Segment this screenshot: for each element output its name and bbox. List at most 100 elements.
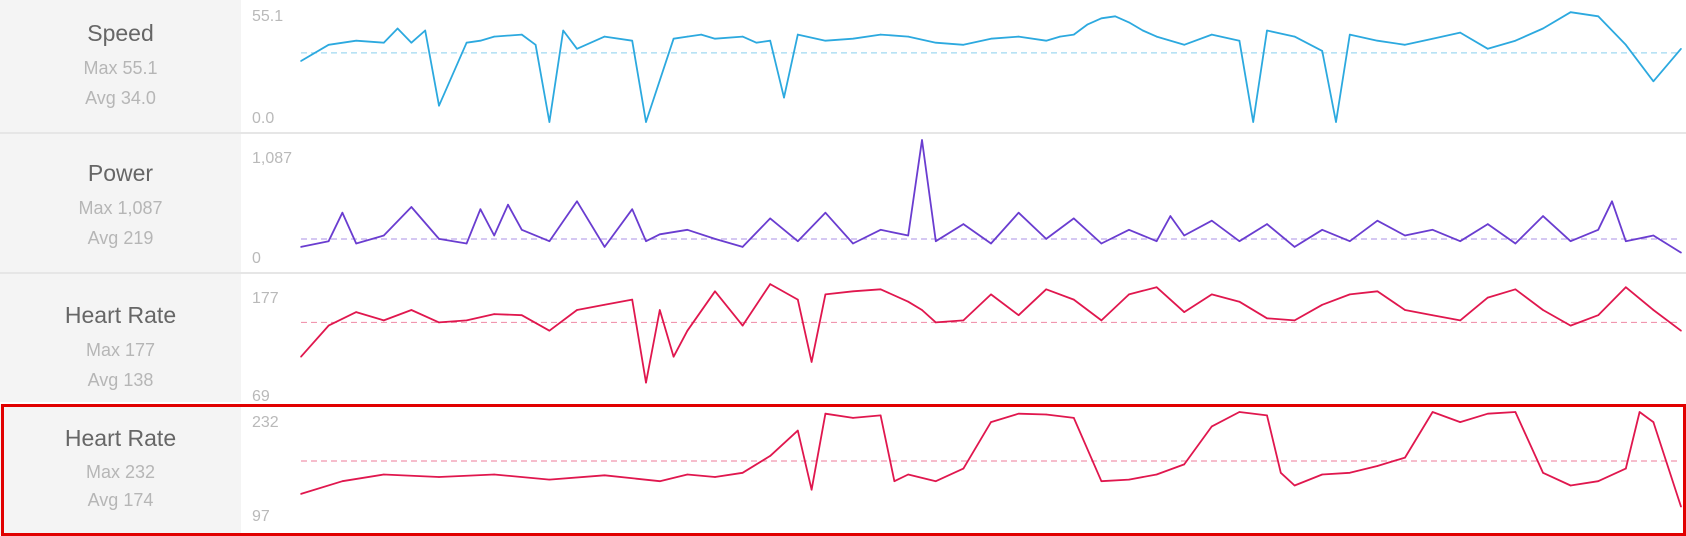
data-point [1155,35,1158,38]
data-point [645,381,647,384]
data-point [1652,421,1655,423]
data-point [1376,290,1379,293]
heart-rate-line-plot[interactable] [241,274,1686,402]
data-point [493,313,495,315]
data-point [783,96,785,99]
data-point [1073,33,1075,36]
data-point [1376,219,1379,222]
data-point [1238,411,1241,413]
data-point [1211,425,1213,428]
speed-line-plot[interactable] [241,0,1686,132]
data-point [465,242,468,245]
data-point [1625,286,1627,288]
metric-row-power[interactable]: Power Max 1,087 Avg 219 1,087 0 [0,134,1686,272]
data-point [1349,293,1351,296]
data-point [935,41,937,44]
data-point [1335,121,1337,123]
data-point [576,48,578,50]
data-point [1625,44,1627,46]
data-point [341,211,344,214]
data-point [1680,251,1682,254]
data-point [990,421,992,423]
data-point [300,493,302,495]
data-point [1625,240,1627,242]
metric-title: Speed [87,20,154,46]
data-point [907,473,909,476]
metric-title: Power [87,160,154,186]
data-point [1652,80,1655,83]
data-point [548,329,551,332]
data-point [548,478,551,481]
data-point [493,35,495,38]
data-point [1569,11,1572,13]
data-point [1611,200,1613,203]
data-point [935,321,937,324]
data-point [1487,223,1489,225]
metric-avg: Avg 34.0 [85,88,156,108]
data-point [1321,229,1323,231]
data-point [327,240,330,242]
data-point [879,33,882,36]
power-line-plot[interactable] [241,134,1686,272]
data-point [1459,240,1461,242]
y-axis-max-label: 177 [252,290,279,307]
metric-max: Max 1,087 [78,198,163,218]
data-point [1321,304,1323,306]
data-point [631,298,633,301]
data-point [300,246,302,248]
data-point [990,37,992,40]
data-point [686,35,689,38]
series-line [300,283,1682,384]
data-point [1100,480,1103,482]
data-point [1652,309,1655,311]
data-point [1569,240,1572,242]
data-point [355,242,357,245]
data-point [438,321,440,324]
metric-row-speed[interactable]: Speed Max 55.1 Avg 34.0 55.1 0.0 [0,0,1686,132]
data-point [824,293,827,296]
data-point [1266,317,1268,320]
data-point [1017,314,1020,316]
data-point [1045,288,1047,291]
data-point [852,37,854,40]
heart-rate-line-plot[interactable] [241,404,1686,535]
data-point [1652,234,1655,237]
data-point [797,429,799,432]
data-point [438,476,440,478]
data-point [1597,229,1599,231]
data-point [631,39,633,42]
data-point [879,414,882,417]
metric-row-heart-rate-highlighted[interactable]: Heart Rate Max 232 Avg 174 232 97 [0,404,1686,535]
data-point [1266,223,1268,225]
data-point [1404,309,1406,311]
data-point [1514,39,1517,42]
data-point [700,33,702,36]
data-point [576,309,578,311]
data-point [1183,463,1185,466]
metric-title: Heart Rate [64,302,177,328]
data-point [1045,39,1047,42]
data-point [935,240,937,242]
metric-max: Max 55.1 [83,58,158,78]
data-point [424,29,426,32]
data-point [1459,31,1461,34]
metric-avg: Avg 138 [87,370,154,390]
data-point [769,39,771,42]
data-point [465,319,468,322]
data-point [1128,293,1130,296]
metric-label-panel: Speed Max 55.1 Avg 34.0 [0,0,241,132]
data-point [1514,288,1517,291]
data-point [603,246,606,248]
data-point [659,233,661,236]
metric-avg: Avg 219 [87,228,154,248]
data-point [810,361,813,363]
data-point [493,473,495,476]
metric-row-heart-rate[interactable]: Heart Rate Max 177 Avg 138 177 69 [0,274,1686,405]
data-point [645,240,647,242]
data-point [1597,314,1599,316]
data-point [1487,296,1489,299]
data-point [479,208,482,210]
data-point [1542,472,1544,474]
data-point [1017,211,1020,214]
data-point [1059,35,1061,38]
